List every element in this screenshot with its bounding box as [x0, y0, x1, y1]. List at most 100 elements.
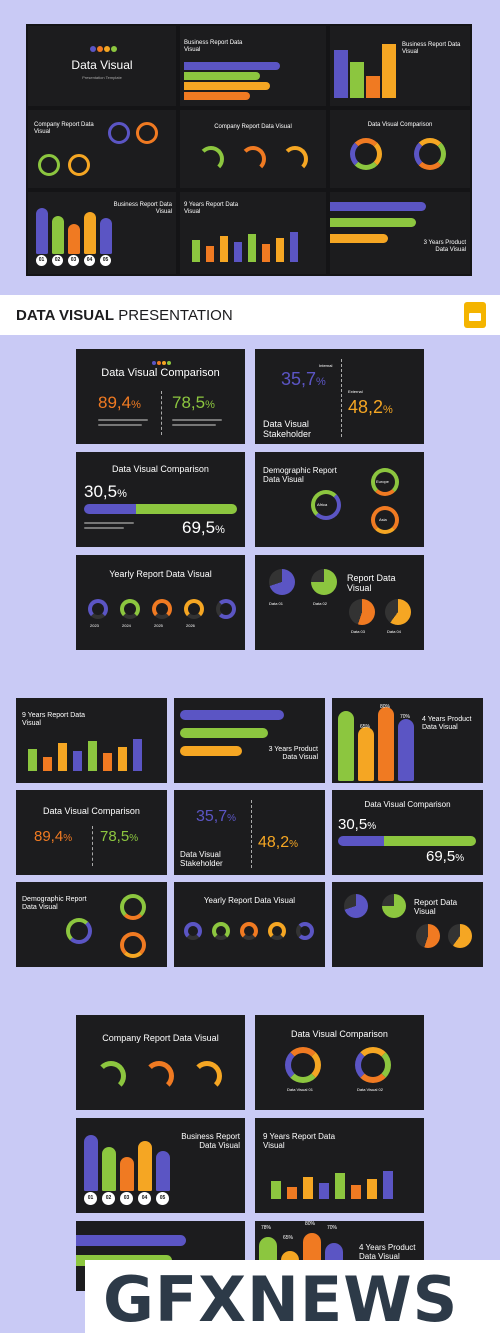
bar: [76, 1235, 186, 1246]
africa-ring: [66, 918, 92, 944]
pie: [382, 894, 406, 918]
ring: [120, 599, 140, 619]
year-label: 2025: [154, 623, 163, 628]
pill-bar: [378, 707, 394, 781]
circle-label: 05: [100, 255, 111, 266]
bottom-section: Company Report Data Visual Data Visual C…: [0, 985, 500, 1333]
bar: [271, 1181, 281, 1199]
circle-label: 03: [120, 1192, 133, 1205]
ring: [285, 1047, 321, 1083]
slide-dvc-percent-2[interactable]: Data Visual Comparison 89,4% 78,5%: [16, 790, 167, 875]
pill-bar: [338, 711, 354, 781]
right-value: 78,5%: [100, 828, 139, 845]
ring: [184, 599, 204, 619]
split-bar-right: [384, 836, 476, 846]
slide-stakeholder-2[interactable]: 35,7% 48,2% Data Visual Stakeholder: [174, 790, 325, 875]
slide-yearly[interactable]: Yearly Report Data Visual 2023 2024 2025…: [76, 555, 245, 650]
ring: [414, 138, 446, 170]
value-label: 65%: [283, 1235, 294, 1241]
pill-bar: [36, 208, 48, 254]
slide-title-text: Business Report Data Visual: [402, 42, 461, 55]
slide-nine-years-2[interactable]: 9 Years Report Data Visual: [16, 698, 167, 783]
bar: [383, 1171, 393, 1199]
slide-title-text: Data Visual Stakeholder: [180, 850, 223, 868]
pie: [311, 569, 337, 595]
slide-three-years[interactable]: 3 Years Product Data Visual: [330, 192, 470, 274]
bar: [184, 82, 270, 90]
slide-three-years-2[interactable]: 3 Years Product Data Visual: [174, 698, 325, 783]
slide-business-pills-2[interactable]: 01 02 03 04 05 Business Report Data Visu…: [76, 1118, 245, 1213]
slide-nine-years-3[interactable]: 9 Years Report Data Visual: [255, 1118, 424, 1213]
slide-title-text: 9 Years Report Data Visual: [184, 202, 239, 215]
bar: [287, 1187, 297, 1199]
slide-company-rings[interactable]: Company Report Data Visual: [28, 110, 176, 188]
slide-comparison-bar-2[interactable]: Data Visual Comparison 30,5% 69,5%: [332, 790, 483, 875]
slide-comparison-rings[interactable]: Data Visual Comparison: [330, 110, 470, 188]
slide-report-pies-2[interactable]: Report Data Visual: [332, 882, 483, 967]
split-bar-left: [338, 836, 384, 846]
internal-value: 35,7%: [281, 369, 326, 389]
color-dots: [152, 361, 171, 365]
slide-demographic-2[interactable]: Demographic Report Data Visual: [16, 882, 167, 967]
slide-business-pills[interactable]: 01 02 03 04 05 Business Report Data Visu…: [28, 192, 176, 274]
circle-label: 01: [36, 255, 47, 266]
bar: [58, 743, 67, 771]
deck-title: Data Visual: [71, 58, 133, 72]
bar: [330, 218, 416, 227]
deck-subtitle: Presentation Template: [82, 75, 122, 80]
internal-label: Internal: [319, 363, 333, 368]
slide-dvc-percent[interactable]: Data Visual Comparison 89,4% 78,5%: [76, 349, 245, 444]
pill-bar: [138, 1141, 152, 1191]
left-value: 30,5%: [84, 482, 127, 501]
ring-label: Data Visual 02: [357, 1087, 383, 1092]
slide-stakeholder[interactable]: 35,7% Internal External 48,2% Data Visua…: [255, 349, 424, 444]
slide-four-years[interactable]: 65% 80% 70% 4 Years Product Data Visual: [332, 698, 483, 783]
bar: [184, 72, 260, 80]
bar: [192, 240, 200, 262]
slide-company-half-rings-2[interactable]: Company Report Data Visual: [76, 1015, 245, 1110]
divider: [341, 359, 342, 437]
slide-demographic[interactable]: Demographic Report Data Visual Africa Eu…: [255, 452, 424, 547]
circle-label: 02: [102, 1192, 115, 1205]
slide-comparison-rings-2[interactable]: Data Visual Comparison Data Visual 01 Da…: [255, 1015, 424, 1110]
slide-company-half-rings[interactable]: Company Report Data Visual: [180, 110, 326, 188]
color-dots: [90, 46, 117, 52]
asia-ring: [120, 932, 146, 958]
ring: [296, 922, 314, 940]
value-label: 80%: [380, 704, 391, 710]
bar: [319, 1183, 329, 1199]
bar: [335, 1173, 345, 1199]
ring: [240, 922, 258, 940]
circle-label: 02: [52, 255, 63, 266]
slide-title-text: Demographic Report Data Visual: [22, 896, 87, 911]
bar: [334, 50, 348, 98]
bar: [180, 746, 242, 756]
bar: [88, 741, 97, 771]
slide-comparison-bar[interactable]: Data Visual Comparison 30,5% 69,5%: [76, 452, 245, 547]
circle-label: 01: [84, 1192, 97, 1205]
slide-title-text: Data Visual Comparison: [367, 122, 433, 128]
slide-title[interactable]: Data Visual Presentation Template: [28, 26, 176, 106]
pie: [344, 894, 368, 918]
slide-title-text: Business Report Data Visual: [181, 1132, 240, 1150]
banner-heading: DATA VISUAL PRESENTATION: [16, 307, 233, 324]
divider: [251, 800, 252, 868]
google-slides-icon: [464, 302, 486, 328]
pill-bar: [156, 1151, 170, 1191]
slide-title-text: Data Visual Comparison: [364, 800, 451, 809]
slide-title-text: Data Visual Comparison: [112, 464, 209, 474]
slide-title-text: 3 Years Product Data Visual: [423, 240, 466, 253]
pie-label: Data 01: [269, 601, 284, 606]
year-label: 2024: [122, 623, 131, 628]
external-value: 48,2%: [258, 834, 299, 851]
ring: [152, 599, 172, 619]
slide-report-pies[interactable]: Data 01 Data 02 Report Data Visual Data …: [255, 555, 424, 650]
slide-nine-years[interactable]: 9 Years Report Data Visual: [180, 192, 326, 274]
slide-business-hbars[interactable]: Business Report Data Visual: [180, 26, 326, 106]
slide-yearly-2[interactable]: Yearly Report Data Visual: [174, 882, 325, 967]
value-label: 70%: [400, 714, 411, 720]
slide-business-vbars[interactable]: Business Report Data Visual: [330, 26, 470, 106]
slide-title-text: Business Report Data Visual: [113, 202, 172, 215]
split-bar-right: [136, 504, 237, 514]
ring: [184, 922, 202, 940]
